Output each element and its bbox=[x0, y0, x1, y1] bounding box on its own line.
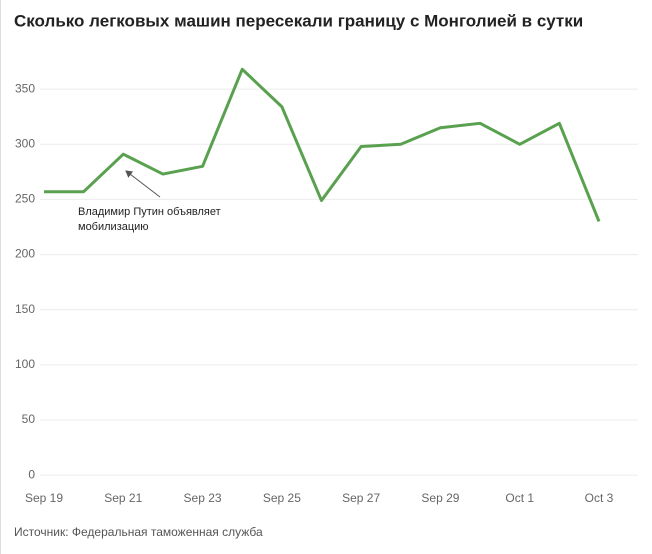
y-tick-label: 200 bbox=[15, 247, 35, 261]
y-tick-label: 150 bbox=[15, 302, 35, 316]
y-tick-label: 350 bbox=[15, 81, 35, 95]
y-tick-label: 100 bbox=[15, 357, 35, 371]
x-tick-label: Oct 3 bbox=[585, 491, 614, 505]
annotation: мобилизацию bbox=[78, 221, 149, 233]
y-tick-label: 50 bbox=[22, 412, 36, 426]
y-tick-label: 300 bbox=[15, 136, 35, 150]
x-tick-label: Oct 1 bbox=[505, 491, 534, 505]
source: Источник: Федеральная таможенная служба bbox=[14, 525, 263, 539]
x-tick-label: Sep 21 bbox=[104, 491, 142, 505]
y-tick-label: 250 bbox=[15, 192, 35, 206]
x-tick-label: Sep 29 bbox=[421, 491, 459, 505]
x-tick-label: Sep 25 bbox=[263, 491, 301, 505]
x-tick-label: Sep 27 bbox=[342, 491, 380, 505]
chart-title: Сколько легковых машин пересекали границ… bbox=[14, 11, 583, 30]
x-tick-label: Sep 19 bbox=[25, 491, 63, 505]
annotation: Владимир Путин объявляет bbox=[78, 206, 221, 218]
x-tick-label: Sep 23 bbox=[184, 491, 222, 505]
annotation-arrow bbox=[125, 170, 161, 198]
data-line bbox=[44, 67, 601, 223]
y-tick-label: 0 bbox=[28, 467, 35, 481]
